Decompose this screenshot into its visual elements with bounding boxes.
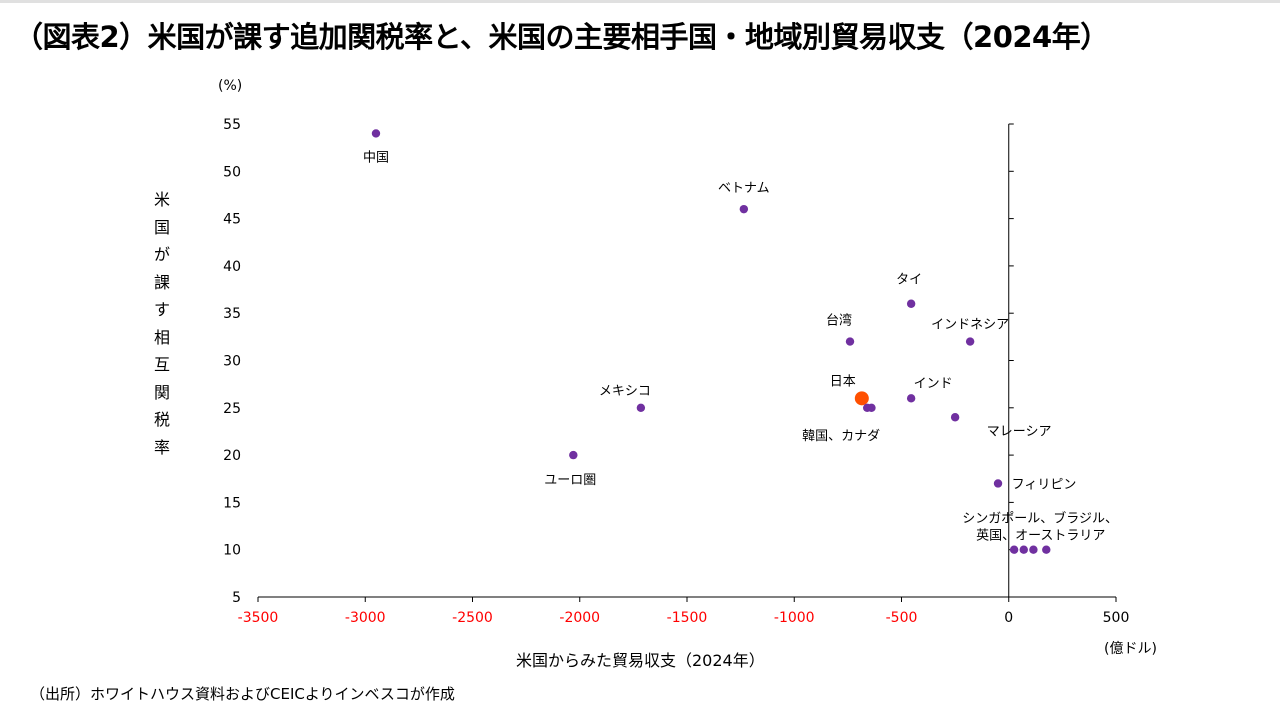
y-tick-label: 5	[232, 590, 241, 606]
x-tick-label: -1500	[667, 610, 708, 626]
x-tick-label: 0	[1004, 610, 1013, 626]
data-point	[1042, 545, 1051, 554]
point-label: インドネシア	[931, 318, 1009, 333]
x-tick-label: -3000	[345, 610, 386, 626]
data-point	[950, 413, 960, 422]
point-label: ベトナム	[718, 181, 770, 196]
point-label: 日本	[830, 374, 856, 389]
point-label: インド	[914, 376, 953, 391]
point-label: マレーシア	[987, 424, 1052, 439]
data-point	[739, 204, 749, 214]
data-point	[854, 391, 869, 406]
data-point	[1019, 545, 1028, 554]
point-label: 台湾	[826, 313, 852, 329]
data-point	[636, 403, 646, 412]
x-axis-label: 米国からみた貿易収支（2024年）	[516, 651, 765, 670]
y-tick-label: 40	[223, 259, 241, 275]
point-label: ユーロ圏	[544, 473, 596, 488]
y-axis-unit: (%)	[218, 78, 243, 94]
data-point	[1009, 545, 1019, 554]
x-tick-label: -2000	[559, 610, 600, 626]
data-point	[1029, 545, 1038, 554]
y-axis-label: 米国が課す相互関税率	[153, 190, 170, 457]
point-label: メキシコ	[599, 384, 651, 399]
y-tick-label: 45	[223, 212, 241, 228]
data-point	[569, 450, 578, 460]
point-label: フィリピン	[1012, 477, 1077, 492]
page-title: （図表2）米国が課す追加関税率と、米国の主要相手国・地域別貿易収支（2024年）	[14, 20, 1109, 54]
data-point	[906, 394, 916, 403]
y-tick-label: 50	[223, 164, 241, 180]
point-label: 中国	[363, 150, 389, 165]
y-tick-label: 10	[223, 543, 241, 559]
x-tick-label: -2500	[452, 610, 493, 626]
data-point	[906, 299, 916, 308]
x-tick-label: -3500	[238, 610, 279, 626]
y-tick-label: 30	[223, 354, 241, 370]
data-point	[965, 337, 975, 346]
top-rule	[0, 0, 1280, 3]
point-label: シンガポール、ブラジル、	[962, 511, 1118, 527]
y-tick-label: 20	[223, 448, 241, 464]
y-tick-label: 55	[223, 117, 241, 133]
y-tick-label: 35	[223, 306, 241, 322]
point-label: タイ	[896, 273, 922, 288]
y-tick-label: 25	[223, 401, 241, 417]
source-note: （出所）ホワイトハウス資料およびCEICよりインベスコが作成	[30, 685, 455, 703]
point-label: 英国、オーストラリア	[976, 529, 1105, 544]
data-point	[845, 337, 855, 346]
x-tick-label: 500	[1103, 610, 1130, 626]
data-point	[371, 129, 381, 138]
x-tick-label: -500	[886, 610, 918, 626]
data-point	[993, 479, 1003, 488]
x-axis-unit: (億ドル)	[1104, 641, 1157, 657]
point-label: 韓国、カナダ	[802, 429, 880, 444]
data-point	[867, 403, 876, 412]
y-tick-label: 15	[223, 495, 241, 511]
x-tick-label: -1000	[774, 610, 815, 626]
